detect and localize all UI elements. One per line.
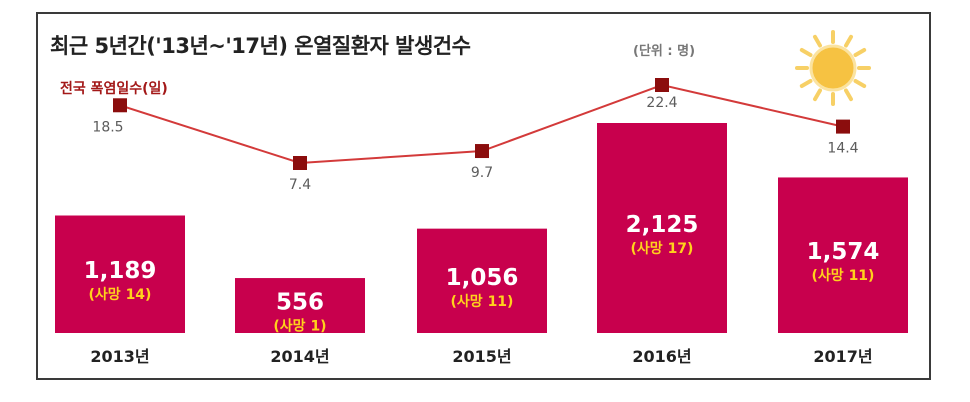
x-axis-label: 2017년 [813,347,872,366]
bar-value-label: 1,189 [84,258,157,284]
line-value-label: 14.4 [827,141,858,157]
line-value-label: 18.5 [92,119,123,135]
bar-value-label: 1,574 [807,239,880,265]
bar-deaths-label: (사망 17) [631,240,694,257]
line-value-label: 9.7 [471,165,493,181]
line-marker-2014년 [293,156,307,170]
line-marker-2013년 [113,98,127,113]
x-axis-label: 2015년 [452,347,511,366]
x-axis-label: 2016년 [632,347,691,366]
line-value-label: 7.4 [289,177,311,193]
bar-deaths-label: (사망 1) [273,318,326,335]
bar-2014년 [235,278,365,333]
bar-value-label: 556 [276,290,324,316]
line-value-label: 22.4 [646,95,677,111]
chart-title: 최근 5년간('13년~'17년) 온열질환자 발생건수 [50,34,471,58]
bar-deaths-label: (사망 11) [451,293,514,310]
line-marker-2016년 [655,78,669,92]
bar-2015년 [417,228,547,333]
bar-2017년 [778,177,908,333]
bar-2013년 [55,215,185,333]
unit-label: (단위 : 명) [633,44,696,59]
line-legend-label: 전국 폭염일수(일) [60,81,168,97]
bar-value-label: 2,125 [626,212,699,238]
bar-deaths-label: (사망 14) [89,286,152,303]
x-axis-label: 2013년 [90,347,149,366]
line-marker-2017년 [836,119,850,134]
line-marker-2015년 [475,144,489,159]
x-axis-label: 2014년 [270,347,329,366]
bar-value-label: 1,056 [446,265,519,291]
bar-deaths-label: (사망 11) [812,267,875,284]
sun-icon [795,30,871,106]
bar-2016년 [597,123,727,333]
